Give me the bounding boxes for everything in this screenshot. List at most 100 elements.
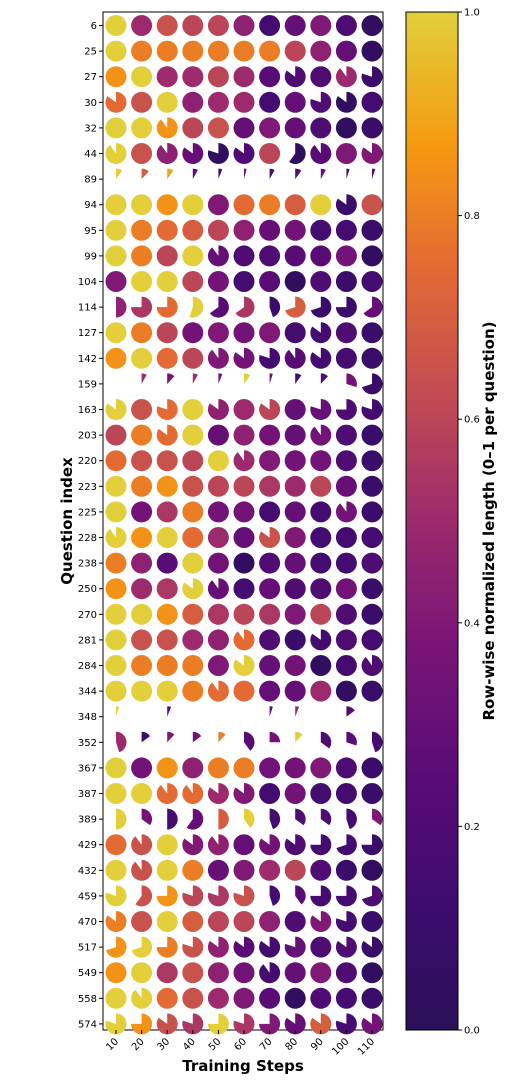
pie-mark-q470-step40 (182, 911, 204, 932)
pie-mark-q127-step100 (335, 322, 357, 344)
pie-mark-q517-step110 (361, 936, 383, 958)
pie-mark-q352-step40 (192, 731, 202, 743)
pie-mark-q270-step110 (361, 603, 383, 625)
pie-marks (105, 15, 383, 1035)
pie-mark-q104-step90 (310, 271, 332, 292)
pie-mark-q228-step60 (233, 527, 255, 548)
pie-mark-q6-step70 (259, 15, 281, 36)
pie-mark-q44-step30 (156, 143, 178, 164)
pie-mark-q142-step90 (310, 347, 332, 369)
pie-mark-q281-step20 (131, 629, 153, 651)
pie-mark-q32-step10 (105, 117, 127, 139)
pie-mark-q459-step70 (269, 885, 281, 906)
pie-mark-q284-step40 (182, 655, 204, 676)
pie-mark-q270-step20 (131, 603, 153, 625)
pie-mark-q99-step10 (105, 245, 127, 267)
pie-mark-q238-step20 (131, 552, 153, 574)
pie-mark-q30-step90 (310, 91, 332, 113)
pie-mark-q367-step40 (182, 757, 204, 779)
pie-mark-q352-step60 (244, 731, 255, 751)
pie-mark-q32-step110 (361, 117, 383, 139)
y-tick-label: 127 (78, 328, 97, 339)
y-tick-label: 344 (78, 687, 97, 698)
pie-mark-q344-step70 (259, 680, 281, 702)
pie-mark-q517-step40 (182, 936, 204, 958)
colorbar-tick-label: 0.0 (464, 1026, 480, 1037)
pie-mark-q220-step70 (259, 450, 281, 472)
pie-mark-q470-step70 (259, 911, 281, 932)
pie-mark-q44-step50 (207, 143, 229, 164)
pie-mark-q114-step50 (209, 296, 229, 318)
pie-mark-q32-step80 (284, 117, 306, 139)
pie-mark-q6-step90 (310, 15, 332, 36)
pie-mark-q517-step20 (131, 936, 153, 958)
y-tick-label: 6 (91, 21, 97, 32)
pie-mark-q284-step50 (207, 655, 229, 676)
y-tick-label: 284 (78, 661, 97, 672)
pie-mark-q114-step40 (189, 296, 204, 318)
pie-mark-q203-step10 (105, 424, 127, 446)
pie-mark-q432-step20 (131, 859, 153, 881)
pie-mark-q32-step30 (156, 117, 178, 139)
pie-mark-q159-step90 (320, 373, 328, 384)
pie-mark-q159-step80 (295, 373, 302, 384)
y-tick-label: 228 (78, 533, 97, 544)
pie-mark-q387-step20 (131, 783, 153, 804)
y-tick-label: 348 (78, 712, 97, 723)
pie-mark-q30-step70 (259, 91, 281, 113)
pie-mark-q270-step70 (259, 603, 281, 625)
pie-mark-q284-step90 (310, 655, 332, 676)
pie-mark-q25-step10 (105, 40, 127, 62)
pie-mark-q95-step30 (156, 219, 178, 241)
pie-mark-q270-step30 (156, 603, 178, 625)
pie-mark-q44-step40 (182, 143, 204, 164)
pie-mark-q99-step50 (207, 245, 229, 267)
pie-mark-q25-step100 (335, 40, 357, 62)
pie-mark-q89-step30 (167, 168, 174, 180)
pie-mark-q352-step110 (372, 731, 383, 753)
pie-mark-q203-step50 (207, 424, 229, 446)
pie-mark-q223-step80 (284, 475, 306, 497)
pie-mark-q94-step70 (259, 194, 281, 216)
pie-mark-q558-step30 (156, 987, 178, 1009)
pie-mark-q517-step30 (156, 936, 178, 958)
pie-mark-q142-step60 (233, 347, 255, 369)
pie-mark-q94-step80 (284, 194, 306, 216)
pie-mark-q95-step110 (361, 219, 383, 241)
pie-mark-q203-step80 (284, 424, 306, 446)
pie-mark-q432-step110 (361, 859, 383, 881)
y-tick-label: 44 (84, 149, 97, 160)
pie-mark-q549-step40 (182, 962, 204, 984)
pie-mark-q284-step10 (105, 655, 127, 676)
y-tick-label: 94 (84, 200, 97, 211)
pie-mark-q574-step90 (310, 1013, 332, 1035)
pie-mark-q344-step80 (284, 680, 306, 702)
pie-mark-q470-step30 (156, 911, 178, 932)
pie-mark-q30-step30 (156, 91, 178, 113)
pie-mark-q228-step110 (361, 527, 383, 548)
pie-mark-q163-step20 (131, 399, 153, 420)
pie-mark-q281-step70 (259, 629, 281, 651)
pie-mark-q517-step70 (259, 936, 281, 958)
pie-mark-q387-step10 (105, 783, 127, 804)
pie-mark-q44-step60 (233, 143, 255, 164)
pie-mark-q94-step10 (105, 194, 127, 216)
pie-mark-q549-step10 (105, 962, 127, 984)
pie-mark-q549-step50 (207, 962, 229, 984)
pie-mark-q459-step30 (156, 885, 178, 907)
pie-mark-q459-step80 (295, 885, 306, 905)
pie-mark-q225-step80 (284, 501, 306, 523)
pie-mark-q6-step80 (284, 15, 306, 36)
pie-mark-q281-step110 (361, 629, 383, 651)
pie-mark-q344-step100 (335, 680, 357, 702)
pie-mark-q99-step20 (131, 245, 153, 267)
pie-mark-q352-step70 (269, 731, 281, 743)
pie-mark-q220-step20 (131, 450, 153, 472)
pie-mark-q30-step40 (182, 91, 204, 113)
pie-mark-q104-step100 (335, 271, 357, 292)
pie-mark-q574-step30 (156, 1013, 178, 1035)
y-tick-label: 429 (78, 840, 97, 851)
x-tick-label: 90 (309, 1036, 326, 1053)
pie-mark-q517-step60 (233, 936, 255, 958)
pie-mark-q25-step110 (361, 40, 383, 62)
